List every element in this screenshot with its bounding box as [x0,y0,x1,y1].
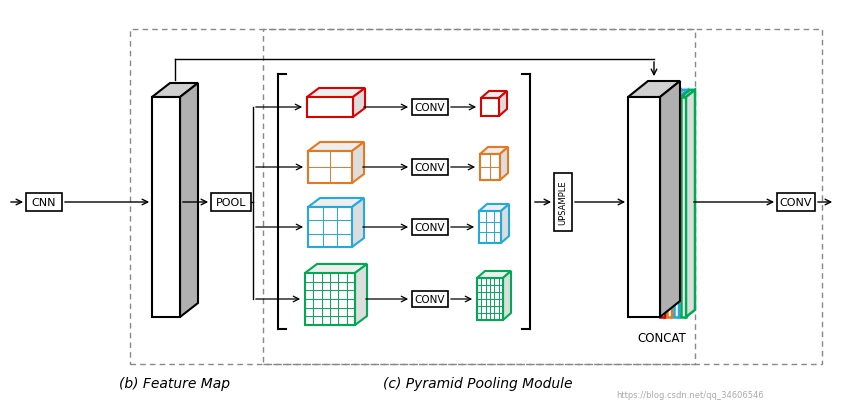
Text: CONV: CONV [415,162,445,173]
Bar [263,30,695,364]
Polygon shape [305,273,355,325]
Polygon shape [681,98,686,317]
FancyBboxPatch shape [554,174,572,231]
Polygon shape [665,91,674,317]
Polygon shape [681,91,695,98]
Polygon shape [308,198,364,207]
Polygon shape [479,211,501,243]
FancyBboxPatch shape [777,194,815,211]
Polygon shape [679,91,688,317]
Polygon shape [481,92,507,99]
Text: CONCAT: CONCAT [637,331,686,344]
Polygon shape [503,271,511,320]
Bar [130,30,822,364]
Polygon shape [180,84,198,317]
Polygon shape [628,82,680,98]
Polygon shape [499,92,507,117]
Polygon shape [308,151,352,183]
Polygon shape [672,91,681,317]
Polygon shape [305,264,367,273]
Polygon shape [628,98,660,317]
Polygon shape [674,98,679,317]
Polygon shape [660,91,674,98]
Polygon shape [477,271,511,278]
Polygon shape [501,205,509,243]
Text: CONV: CONV [780,198,813,207]
Text: https://blog.csdn.net/qq_34606546: https://blog.csdn.net/qq_34606546 [616,390,764,399]
Polygon shape [660,82,680,317]
FancyBboxPatch shape [211,194,251,211]
Polygon shape [667,91,681,98]
Polygon shape [152,98,180,317]
Polygon shape [307,89,365,98]
Text: (b) Feature Map: (b) Feature Map [119,376,230,390]
Text: CONV: CONV [415,103,445,113]
Polygon shape [308,207,352,247]
Polygon shape [352,143,364,183]
Text: CONV: CONV [415,222,445,232]
Polygon shape [481,99,499,117]
Polygon shape [674,91,688,98]
Polygon shape [353,89,365,118]
FancyBboxPatch shape [26,194,62,211]
FancyBboxPatch shape [412,160,448,175]
Polygon shape [477,278,503,320]
Polygon shape [660,98,665,317]
Text: CNN: CNN [32,198,56,207]
Polygon shape [352,198,364,247]
Text: UPSAMPLE: UPSAMPLE [558,180,568,225]
Polygon shape [308,143,364,151]
FancyBboxPatch shape [412,220,448,235]
Text: CONV: CONV [415,294,445,304]
Polygon shape [152,84,198,98]
Polygon shape [355,264,367,325]
Polygon shape [667,98,672,317]
FancyBboxPatch shape [412,291,448,307]
Polygon shape [480,148,508,155]
FancyBboxPatch shape [412,100,448,116]
Polygon shape [307,98,353,118]
Polygon shape [686,91,695,317]
Text: POOL: POOL [216,198,246,207]
Polygon shape [500,148,508,181]
Polygon shape [479,205,509,211]
Text: (c) Pyramid Pooling Module: (c) Pyramid Pooling Module [383,376,573,390]
Polygon shape [480,155,500,181]
